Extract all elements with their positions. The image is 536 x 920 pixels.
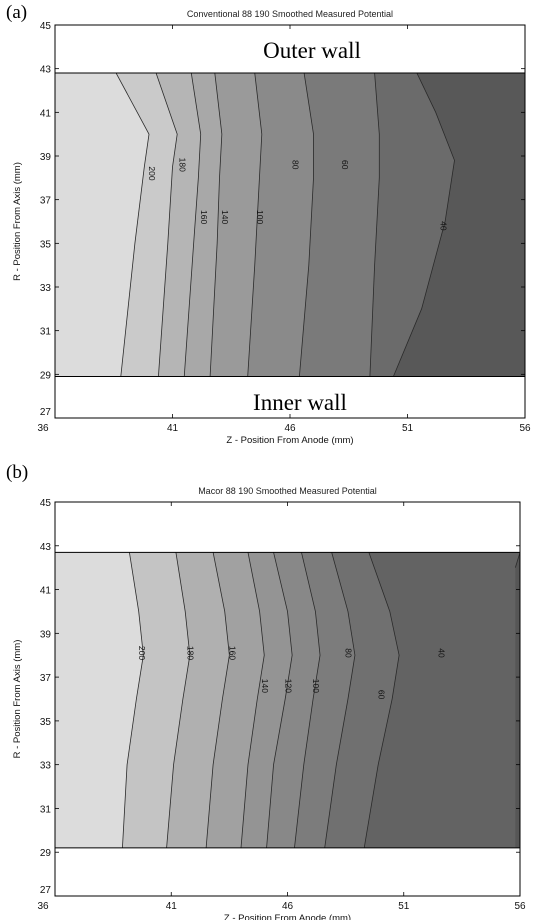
y-tick-label: 41 (40, 108, 52, 119)
x-tick-label: 56 (514, 901, 526, 912)
contour-plot-a: Conventional 88 190 Smoothed Measured Po… (12, 9, 531, 446)
y-tick-label: 33 (40, 761, 52, 772)
contour-line-160 (205, 552, 230, 848)
contour-label: 180 (186, 646, 196, 660)
contour-label: 120 (283, 679, 293, 693)
x-tick-label: 51 (398, 901, 410, 912)
contour-band-40 (515, 552, 520, 848)
contour-line-100 (247, 72, 263, 377)
x-tick-label: 46 (284, 423, 296, 434)
panel-a: (a) Conventional 88 190 Smoothed Measure… (6, 2, 531, 446)
y-tick-label: 27 (40, 407, 52, 418)
contour-line-140 (240, 552, 265, 848)
contour-line-180 (166, 552, 191, 848)
contour-label: 100 (311, 679, 321, 693)
x-tick-label: 41 (166, 901, 178, 912)
y-tick-label: 33 (40, 283, 52, 294)
contour-label: 140 (220, 210, 230, 224)
contour-label: 40 (437, 648, 447, 658)
y-tick-label: 43 (40, 542, 52, 553)
x-axis-label: Z - Position From Anode (mm) (226, 435, 353, 446)
contour-label: 80 (344, 648, 354, 658)
x-axis-label: Z - Position From Anode (mm) (224, 913, 351, 920)
contour-label: 200 (147, 166, 157, 180)
y-tick-label: 45 (40, 498, 52, 509)
contour-line-80 (324, 552, 356, 848)
contour-band-40 (393, 73, 525, 377)
contour-line-40 (393, 72, 455, 377)
contour-line-120 (266, 552, 293, 848)
x-tick-label: 41 (167, 423, 179, 434)
contour-label: 80 (290, 160, 300, 170)
x-tick-label: 36 (37, 901, 49, 912)
contour-label: 60 (340, 160, 350, 170)
y-axis-label: R - Position From Axis (mm) (12, 162, 23, 281)
x-tick-label: 36 (37, 423, 49, 434)
plot-title: Conventional 88 190 Smoothed Measured Po… (187, 9, 393, 19)
plot-title: Macor 88 190 Smoothed Measured Potential (198, 486, 377, 496)
contour-line-140 (209, 72, 223, 377)
y-tick-label: 31 (40, 804, 52, 815)
contour-label: 160 (227, 646, 237, 660)
contour-label: 60 (376, 690, 386, 700)
y-tick-label: 41 (40, 586, 52, 597)
contour-label: 180 (178, 158, 188, 172)
panel-b: (b) Macor 88 190 Smoothed Measured Poten… (0, 460, 536, 920)
contour-label: 40 (439, 221, 449, 231)
contour-line-200 (115, 72, 150, 377)
panel-label: (a) (6, 2, 28, 23)
contour-label: 160 (199, 210, 209, 224)
contour-line-100 (294, 552, 321, 848)
x-tick-label: 46 (282, 901, 294, 912)
y-axis-label: R - Position From Axis (mm) (12, 640, 23, 759)
contour-label: 100 (255, 210, 265, 224)
contour-line-80 (299, 72, 314, 377)
y-tick-label: 29 (40, 370, 52, 381)
contour-line-60 (369, 73, 380, 377)
y-tick-label: 43 (40, 65, 52, 76)
contour-line-160 (183, 72, 202, 377)
contour-label: 200 (137, 646, 147, 660)
y-tick-label: 31 (40, 327, 52, 338)
y-tick-label: 45 (40, 21, 52, 32)
outer-wall-label: Outer wall (263, 38, 361, 63)
y-tick-label: 35 (40, 239, 52, 250)
contour-line-180 (155, 72, 178, 377)
contour-line-60 (363, 552, 400, 848)
y-tick-label: 37 (40, 196, 52, 207)
panel-label: (b) (6, 462, 29, 483)
contour-label: 140 (260, 679, 270, 693)
y-tick-label: 27 (40, 885, 52, 896)
x-tick-label: 56 (519, 423, 531, 434)
y-tick-label: 35 (40, 717, 52, 728)
inner-wall-label: Inner wall (253, 390, 347, 415)
contour-line-40 (514, 552, 521, 568)
contour-line-200 (122, 552, 144, 848)
y-tick-label: 39 (40, 152, 52, 163)
y-tick-label: 39 (40, 629, 52, 640)
contour-band-60 (364, 552, 520, 848)
y-tick-label: 37 (40, 673, 52, 684)
x-tick-label: 51 (402, 423, 414, 434)
y-tick-label: 29 (40, 848, 52, 859)
contour-plot-b: Macor 88 190 Smoothed Measured Potential… (12, 486, 526, 920)
